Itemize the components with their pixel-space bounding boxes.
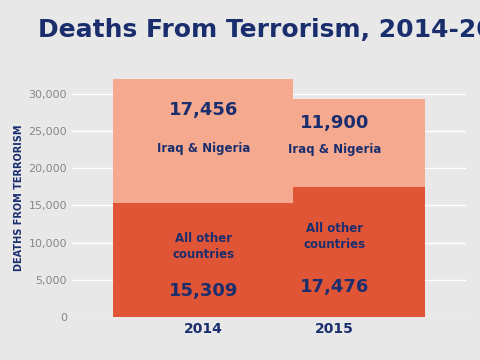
Text: All other
countries: All other countries <box>172 232 234 261</box>
Bar <box>244 99 425 187</box>
Text: All other
countries: All other countries <box>303 222 365 251</box>
Bar <box>113 73 293 203</box>
Text: Iraq & Nigeria: Iraq & Nigeria <box>288 143 381 157</box>
Text: Deaths From Terrorism, 2014-2015: Deaths From Terrorism, 2014-2015 <box>38 18 480 42</box>
Bar <box>113 203 293 317</box>
Bar <box>244 187 425 317</box>
Text: 11,900: 11,900 <box>300 114 369 132</box>
Text: 17,476: 17,476 <box>300 278 369 296</box>
Text: 15,309: 15,309 <box>168 282 238 300</box>
Text: Iraq & Nigeria: Iraq & Nigeria <box>156 142 250 155</box>
Y-axis label: DEATHS FROM TERRORISM: DEATHS FROM TERRORISM <box>14 125 24 271</box>
Text: 17,456: 17,456 <box>168 101 238 119</box>
